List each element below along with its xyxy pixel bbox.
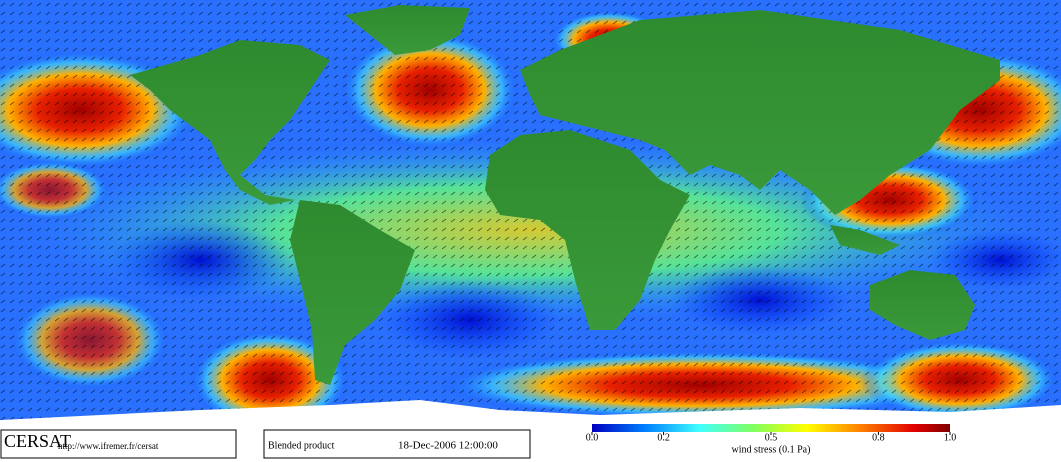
colorbar-tick-label: 1.0 [944, 432, 957, 443]
colorbar-tick-label: 0.5 [765, 432, 778, 443]
product: Blended product [268, 440, 335, 451]
date: 18-Dec-2006 12:00:00 [398, 440, 498, 452]
logo: CERSAT [4, 431, 71, 451]
url: http://www.ifremer.fr/cersat [58, 441, 159, 451]
colorbar [592, 424, 950, 432]
continents [130, 5, 1000, 385]
colorbar-tick-label: 0.8 [872, 432, 885, 443]
colorbar-tick-label: 0.2 [657, 432, 670, 443]
colorbar-label: wind stress (0.1 Pa) [732, 444, 811, 455]
info-box [263, 429, 531, 459]
logo-box [0, 429, 237, 459]
antarctica [0, 400, 1061, 430]
colorbar-tick-label: 0.0 [586, 432, 599, 443]
